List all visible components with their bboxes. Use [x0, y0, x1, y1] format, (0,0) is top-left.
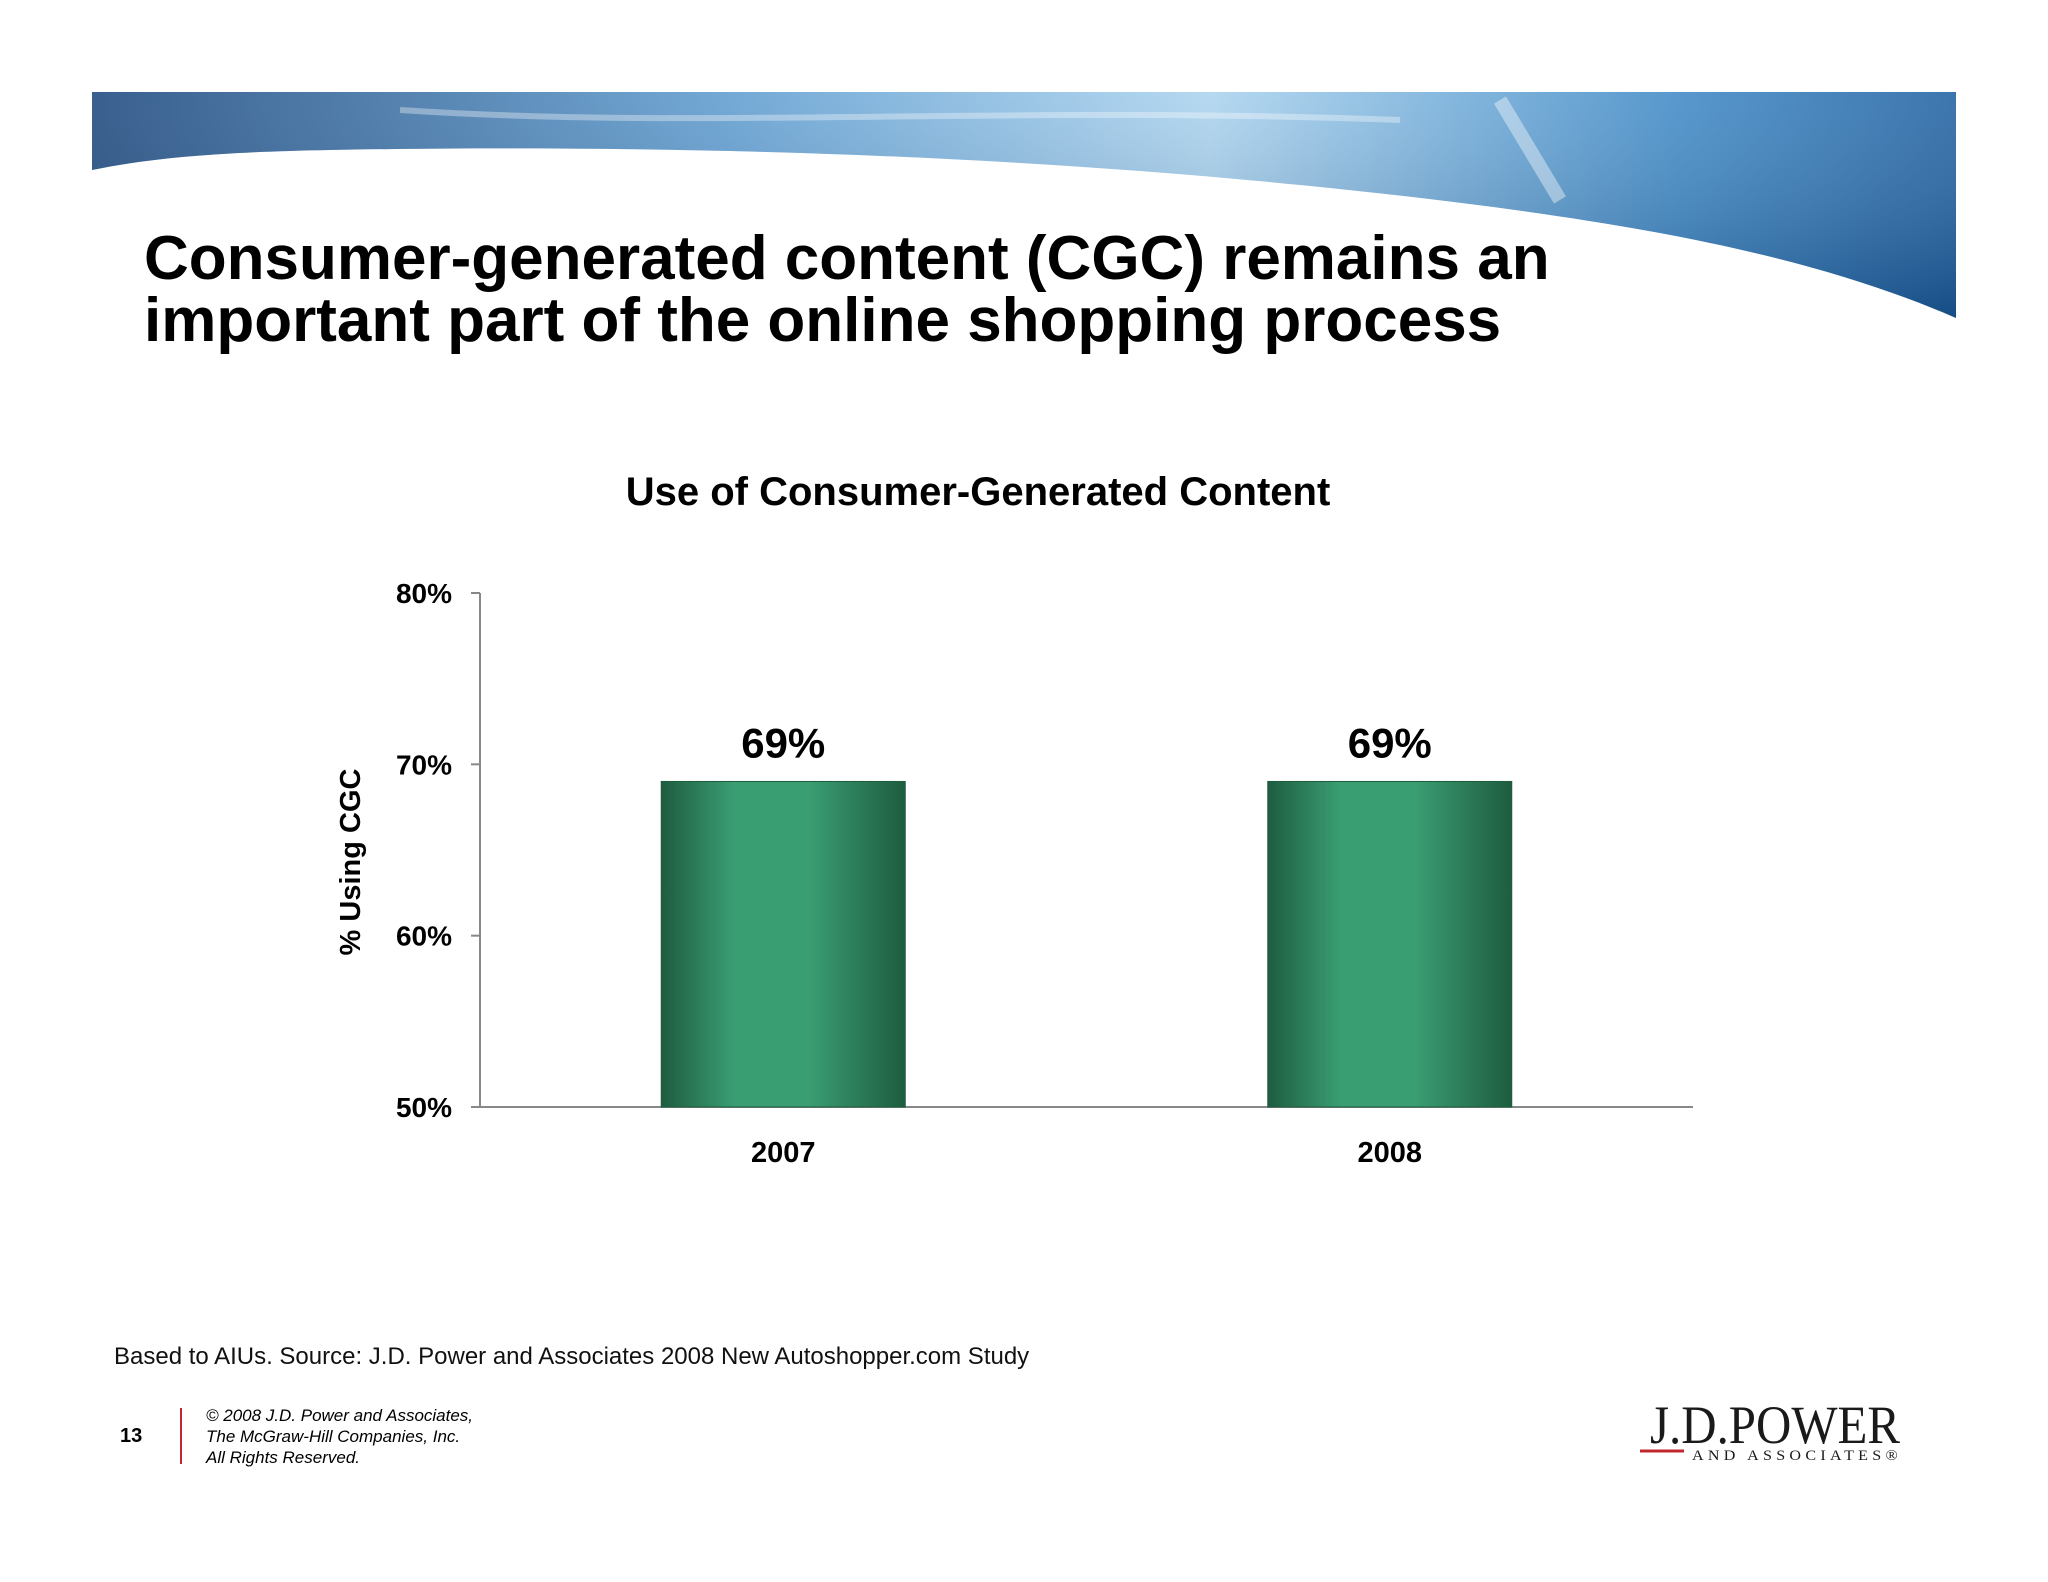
copyright-line-2: The McGraw-Hill Companies, Inc.: [206, 1427, 461, 1446]
jd-power-logo: J.D.POWER AND ASSOCIATES®: [1640, 1395, 1902, 1464]
page-number: 13: [120, 1425, 143, 1447]
data-label-2007: 69%: [741, 719, 825, 766]
y-tick-label: 80%: [396, 578, 452, 609]
footer-divider: [180, 1408, 182, 1464]
slide-title: Consumer-generated content (CGC) remains…: [144, 228, 1644, 352]
copyright-line-1: © 2008 J.D. Power and Associates,: [206, 1406, 474, 1425]
copyright-line-3: All Rights Reserved.: [206, 1448, 361, 1467]
chart-title: Use of Consumer-Generated Content: [626, 470, 1331, 514]
header-banner: [92, 92, 1956, 318]
logo-main-text: J.D.POWER: [1650, 1395, 1900, 1455]
y-axis-title: % Using CGC: [335, 768, 367, 955]
logo-sub-text: AND ASSOCIATES®: [1692, 1448, 1902, 1464]
data-label-2008: 69%: [1348, 719, 1432, 766]
y-tick-label: 60%: [396, 921, 452, 952]
x-tick-label-2008: 2008: [1357, 1137, 1422, 1169]
source-note: Based to AIUs. Source: J.D. Power and As…: [114, 1343, 1030, 1370]
slide-title-line-1: Consumer-generated content (CGC) remains…: [144, 224, 1550, 293]
bar-2007: [660, 780, 906, 1108]
bar-2008: [1267, 780, 1513, 1108]
y-tick-label: 70%: [396, 749, 452, 780]
x-tick-label-2007: 2007: [751, 1137, 816, 1169]
y-tick-label: 50%: [396, 1092, 452, 1123]
copyright-notice: © 2008 J.D. Power and Associates, The Mc…: [206, 1405, 473, 1468]
slide-title-line-2: important part of the online shopping pr…: [144, 286, 1502, 355]
